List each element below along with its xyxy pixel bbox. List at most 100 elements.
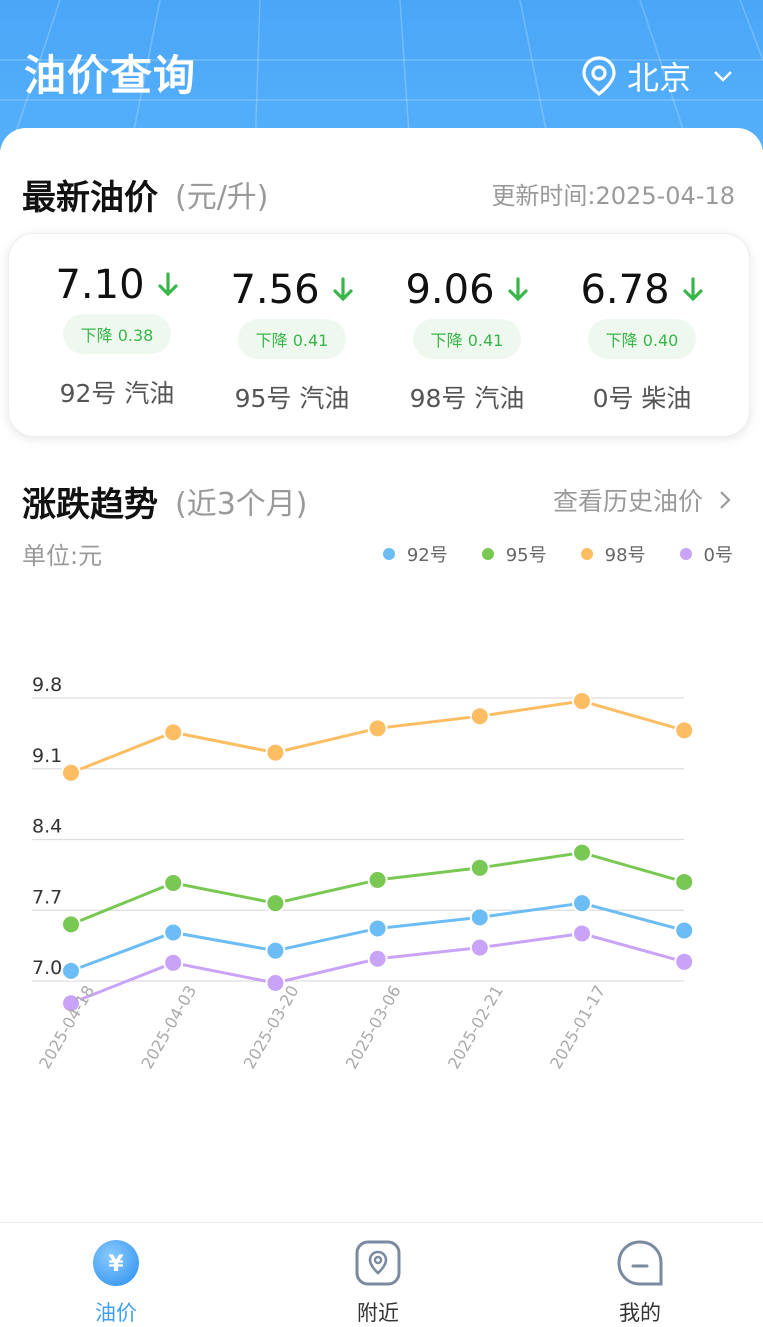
data-point[interactable] bbox=[61, 993, 81, 1014]
data-point[interactable] bbox=[367, 948, 388, 969]
y-tick-label: 7.7 bbox=[32, 886, 62, 908]
legend-label: 0号 bbox=[703, 545, 733, 566]
x-tick-label: 2025-03-06 bbox=[342, 982, 405, 1072]
price-change-badge: 下降 0.38 bbox=[62, 314, 172, 354]
y-tick-label: 9.8 bbox=[32, 674, 62, 696]
bottom-tab-bar: ¥ 油价 附近 我的 bbox=[0, 1222, 763, 1325]
data-point[interactable] bbox=[572, 893, 592, 914]
data-point[interactable] bbox=[469, 857, 490, 878]
latest-price-title: 最新油价 bbox=[22, 178, 158, 218]
price-item-0[interactable]: 6.78 下降 0.40 0号 柴油 bbox=[552, 267, 732, 415]
legend-item-95[interactable]: 95号 bbox=[481, 541, 547, 567]
arrow-down-icon bbox=[507, 277, 528, 302]
data-point[interactable] bbox=[61, 914, 81, 935]
app-title: 油价查询 bbox=[24, 51, 197, 100]
x-tick-label: 2025-02-21 bbox=[444, 982, 507, 1072]
price-item-95[interactable]: 7.56 下降 0.41 95号 汽油 bbox=[202, 267, 382, 415]
x-tick-label: 2025-03-20 bbox=[240, 982, 303, 1072]
legend-label: 95号 bbox=[505, 545, 547, 566]
data-point[interactable] bbox=[61, 960, 81, 981]
price-value: 7.56 bbox=[230, 267, 320, 313]
chart-legend: 92号 95号 98号 0号 bbox=[349, 541, 733, 567]
unit-label: 单位:元 bbox=[22, 542, 103, 570]
location-pin-icon bbox=[582, 56, 616, 96]
y-tick-label: 8.4 bbox=[32, 816, 62, 838]
data-point[interactable] bbox=[367, 869, 388, 890]
data-point[interactable] bbox=[163, 722, 184, 743]
data-point[interactable] bbox=[265, 973, 286, 994]
data-point[interactable] bbox=[163, 922, 184, 943]
fuel-name: 92号 汽油 bbox=[59, 379, 175, 408]
legend-label: 98号 bbox=[604, 545, 646, 566]
data-point[interactable] bbox=[265, 893, 286, 914]
tab-oil-price[interactable]: ¥ 油价 bbox=[46, 1223, 186, 1327]
price-change-badge: 下降 0.41 bbox=[412, 319, 522, 359]
data-point[interactable] bbox=[469, 907, 490, 928]
fuel-name: 95号 汽油 bbox=[234, 384, 350, 413]
tab-label: 我的 bbox=[619, 1301, 661, 1325]
header-decoration bbox=[0, 0, 763, 150]
data-point[interactable] bbox=[163, 952, 184, 973]
header: 油价查询 北京 bbox=[0, 0, 763, 150]
price-change-badge: 下降 0.41 bbox=[237, 319, 347, 359]
location-icon bbox=[355, 1240, 401, 1286]
tab-mine[interactable]: 我的 bbox=[570, 1223, 710, 1327]
arrow-down-icon bbox=[332, 277, 353, 302]
data-point[interactable] bbox=[572, 842, 592, 863]
arrow-down-icon bbox=[682, 277, 703, 302]
update-time: 更新时间:2025-04-18 bbox=[491, 182, 735, 210]
chevron-down-icon bbox=[714, 71, 732, 82]
legend-dot bbox=[580, 548, 593, 560]
trend-title: 涨跌趋势 bbox=[22, 485, 158, 525]
legend-dot bbox=[679, 548, 692, 560]
x-tick-label: 2025-01-17 bbox=[546, 982, 609, 1072]
data-point[interactable] bbox=[367, 918, 388, 939]
data-point[interactable] bbox=[265, 742, 286, 763]
chevron-right-icon bbox=[720, 491, 731, 509]
data-point[interactable] bbox=[469, 706, 490, 727]
data-point[interactable] bbox=[572, 923, 592, 944]
tab-label: 附近 bbox=[357, 1301, 399, 1325]
yuan-icon: ¥ bbox=[93, 1240, 139, 1286]
data-point[interactable] bbox=[674, 720, 695, 741]
data-point[interactable] bbox=[674, 951, 695, 972]
svg-text:¥: ¥ bbox=[108, 1252, 124, 1277]
fuel-name: 0号 柴油 bbox=[592, 384, 692, 413]
history-link-label: 查看历史油价 bbox=[552, 487, 703, 516]
trend-sub: (近3个月) bbox=[175, 487, 308, 522]
data-point[interactable] bbox=[61, 762, 81, 783]
price-item-98[interactable]: 9.06 下降 0.41 98号 汽油 bbox=[377, 267, 557, 415]
data-point[interactable] bbox=[265, 940, 286, 961]
legend-item-98[interactable]: 98号 bbox=[580, 541, 646, 567]
data-point[interactable] bbox=[674, 871, 695, 892]
legend-dot bbox=[382, 548, 395, 560]
price-value: 9.06 bbox=[405, 267, 495, 313]
arrow-down-icon bbox=[157, 272, 178, 297]
data-point[interactable] bbox=[163, 872, 184, 893]
price-item-92[interactable]: 7.10 下降 0.38 92号 汽油 bbox=[27, 262, 207, 410]
city-selector[interactable]: 北京 bbox=[581, 52, 733, 100]
history-price-link[interactable]: 查看历史油价 bbox=[553, 482, 731, 518]
legend-dot bbox=[481, 548, 494, 560]
tab-nearby[interactable]: 附近 bbox=[308, 1223, 448, 1327]
data-point[interactable] bbox=[469, 937, 490, 958]
data-point[interactable] bbox=[674, 920, 695, 941]
tab-label: 油价 bbox=[95, 1301, 137, 1325]
price-change-badge: 下降 0.40 bbox=[587, 319, 697, 359]
legend-item-0[interactable]: 0号 bbox=[679, 541, 733, 567]
city-name: 北京 bbox=[626, 59, 691, 97]
legend-label: 92号 bbox=[406, 545, 448, 566]
price-card: 7.10 下降 0.38 92号 汽油 7.56 下降 0.41 95号 汽油 … bbox=[8, 233, 750, 437]
fuel-name: 98号 汽油 bbox=[409, 384, 525, 413]
legend-item-92[interactable]: 92号 bbox=[382, 541, 448, 567]
latest-price-unit: (元/升) bbox=[175, 180, 269, 215]
user-face-icon bbox=[617, 1240, 663, 1286]
data-point[interactable] bbox=[572, 691, 592, 712]
y-tick-label: 9.1 bbox=[32, 745, 62, 767]
x-tick-label: 2025-04-03 bbox=[137, 982, 200, 1072]
y-tick-label: 7.0 bbox=[32, 957, 62, 979]
price-value: 7.10 bbox=[55, 262, 145, 308]
data-point[interactable] bbox=[367, 718, 388, 739]
price-value: 6.78 bbox=[580, 267, 670, 313]
